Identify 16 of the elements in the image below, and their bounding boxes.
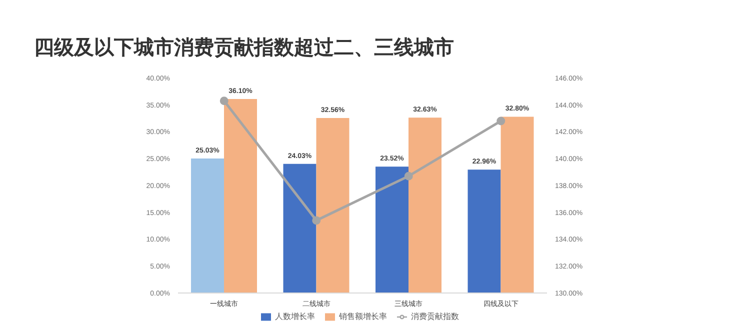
bar — [224, 98, 257, 293]
chart-title: 四级及以下城市消费贡献指数超过二、三线城市 — [33, 36, 455, 61]
legend-label: 销售额增长率 — [339, 312, 387, 321]
bar — [376, 166, 408, 293]
point — [312, 216, 321, 225]
legend-label: 人数增长率 — [275, 312, 315, 321]
point — [404, 172, 413, 180]
bar — [468, 170, 501, 293]
point — [496, 116, 506, 126]
bar — [283, 164, 316, 293]
legend-label: 消费贡献指数 — [411, 312, 459, 321]
bar — [191, 158, 224, 293]
bar — [408, 118, 442, 293]
bar — [316, 118, 350, 293]
bar — [500, 116, 534, 293]
point — [220, 96, 228, 106]
